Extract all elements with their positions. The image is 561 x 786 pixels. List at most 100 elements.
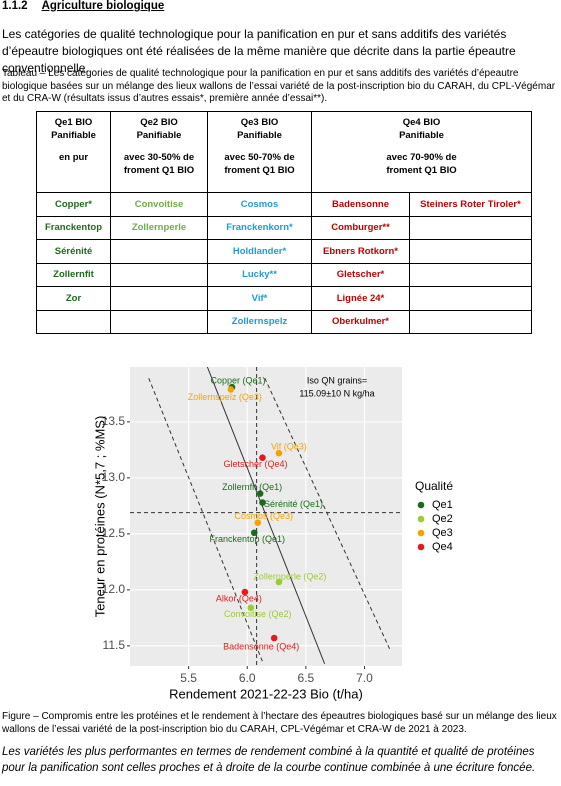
variety-name: Lignée 24* <box>336 292 385 304</box>
table-cell: Steiners Roter Tiroler* <box>409 192 532 217</box>
table-cell: Holdlander* <box>207 239 312 264</box>
variety-name: Zollernfit <box>53 269 94 281</box>
header-row: Qe1 BIO Panifiable en pur Qe2 BIO Panifiable… <box>36 111 532 193</box>
table-cell: Oberkulmer* <box>311 309 410 334</box>
variety-name: Franckenkorn* <box>226 222 293 234</box>
point-label: Copper (Qe1) <box>210 376 265 386</box>
point <box>227 386 235 393</box>
header-line: froment Q1 BIO <box>224 165 295 176</box>
header-line: avec 30-50% de <box>123 152 195 163</box>
point-label: Zollernspelz (Qe3) <box>188 392 262 402</box>
header-line: Qe4 BIO <box>402 117 441 128</box>
point <box>259 499 266 506</box>
table-cell <box>110 262 208 287</box>
table-cell <box>110 286 208 311</box>
plot-lines <box>130 367 402 666</box>
header-line: avec 50-70% de <box>224 152 295 163</box>
table-cell: Franckenkorn* <box>207 215 312 240</box>
y-tick-label: 13.5 <box>102 414 126 428</box>
variety-name: Gletscher* <box>336 269 385 281</box>
table-row: Zollernspelz Oberkulmer* <box>36 309 532 334</box>
point <box>250 529 258 537</box>
iso-line <box>148 378 263 662</box>
table-cell <box>36 309 111 334</box>
point <box>247 604 255 612</box>
table-cell <box>409 262 532 287</box>
point-label: Gletscher (Qe4) <box>223 459 287 469</box>
table-row: Sérénité Holdlander* Ebners Rotkorn* <box>36 239 532 264</box>
point <box>256 490 264 497</box>
point-label: Zollernfit (Qe1) <box>222 482 282 492</box>
header-line: Qe1 BIO <box>54 117 93 128</box>
table-cell <box>409 215 532 240</box>
header-line: en pur <box>58 152 89 163</box>
header-line: Panifiable <box>136 130 182 141</box>
header-line: froment Q1 BIO <box>386 165 457 176</box>
point <box>275 578 283 586</box>
point-label: Alkor (Qe4) <box>216 593 262 603</box>
quality-table: Qe1 BIO Panifiable en pur Qe2 BIO Panifiable… <box>36 111 532 334</box>
y-tick-label: 13.0 <box>102 470 126 484</box>
header-line: Panifiable <box>399 130 444 141</box>
legend-label: Qe4 <box>432 541 453 553</box>
header-cell: Qe2 BIO Panifiable avec 30-50% de froment Q… <box>110 111 208 193</box>
table-cell <box>409 286 532 311</box>
iso-line <box>264 377 391 651</box>
variety-name: Ebners Rotkorn* <box>323 245 398 257</box>
variety-name: Copper* <box>55 198 92 210</box>
variety-name: Steiners Roter Tiroler* <box>420 198 521 210</box>
intro-paragraph: Les catégories de qualité technologique … <box>2 27 516 75</box>
point-label: Cosmos (Qe3) <box>235 511 294 521</box>
x-axis-title: Rendement 2021-22-23 Bio (t/ha) <box>169 686 363 701</box>
table-cell: Zollernperle <box>110 215 208 240</box>
header-line: avec 70-90% de <box>386 152 457 163</box>
point-label: Badensonne (Qe4) <box>223 641 299 651</box>
variety-name: Convoitise <box>134 198 184 210</box>
table-caption: Tableau – Les catégories de qualité tech… <box>2 68 556 104</box>
variety-name: Badensonne <box>331 198 389 210</box>
variety-name: Franckentop <box>44 222 102 234</box>
legend-marker <box>417 529 425 537</box>
point <box>241 588 249 596</box>
table-cell <box>110 239 208 264</box>
variety-name: Zor <box>65 292 82 304</box>
point-label: Zollernperle (Qe2) <box>253 571 326 581</box>
y-axis-title: Teneur en protéines (N*5,7 ; %MS) <box>92 416 107 618</box>
y-tick-label: 12.5 <box>102 526 126 540</box>
table-cell <box>409 309 532 334</box>
annotation: 115.09±10 N kg/ha <box>299 388 374 398</box>
x-tick-label: 5.5 <box>180 671 197 685</box>
table-cell: Franckentop <box>36 215 111 240</box>
x-tick-label: 7.0 <box>356 671 373 685</box>
table-cell: Cosmos <box>207 192 312 217</box>
table-cell: Convoitise <box>110 192 208 217</box>
table-cell <box>409 239 532 264</box>
variety-name: Zollernspelz <box>231 316 288 328</box>
table-cell: Sérénité <box>36 239 111 264</box>
legend-label: Qe2 <box>432 513 453 525</box>
table-row: Zor Vif* Lignée 24* <box>36 286 532 311</box>
table-cell: Zollernfit <box>36 262 111 287</box>
iso-line <box>206 367 326 664</box>
point <box>275 449 283 457</box>
header-line: Qe2 BIO <box>140 117 178 128</box>
table-row: Zollernfit Lucky** Gletscher* <box>36 262 532 287</box>
conclusion: Les variétés les plus performantes en te… <box>2 746 536 774</box>
point <box>254 519 262 526</box>
chart: 5.5 6.0 6.5 7.0 11.5 12.0 12.5 13.0 13.5 Copper (… <box>92 367 453 701</box>
annotation: Iso QN grains= <box>307 375 367 385</box>
table-row: Franckentop Zollernperle Franckenkorn* Comb… <box>36 215 532 240</box>
variety-name: Vif* <box>251 292 268 304</box>
table-cell <box>110 309 208 334</box>
table-cell: Lignée 24* <box>311 286 410 311</box>
legend-marker <box>417 543 425 551</box>
header-cell: Qe1 BIO Panifiable en pur <box>36 111 111 193</box>
variety-name: Sérénité <box>54 245 93 257</box>
x-tick-label: 6.0 <box>239 671 256 685</box>
y-tick-label: 12.0 <box>102 582 126 596</box>
header-line: Panifiable <box>51 130 96 141</box>
variety-name: Cosmos <box>240 198 279 210</box>
section-number: 1.1.2 <box>2 0 28 12</box>
table-cell: Badensonne <box>311 192 410 217</box>
